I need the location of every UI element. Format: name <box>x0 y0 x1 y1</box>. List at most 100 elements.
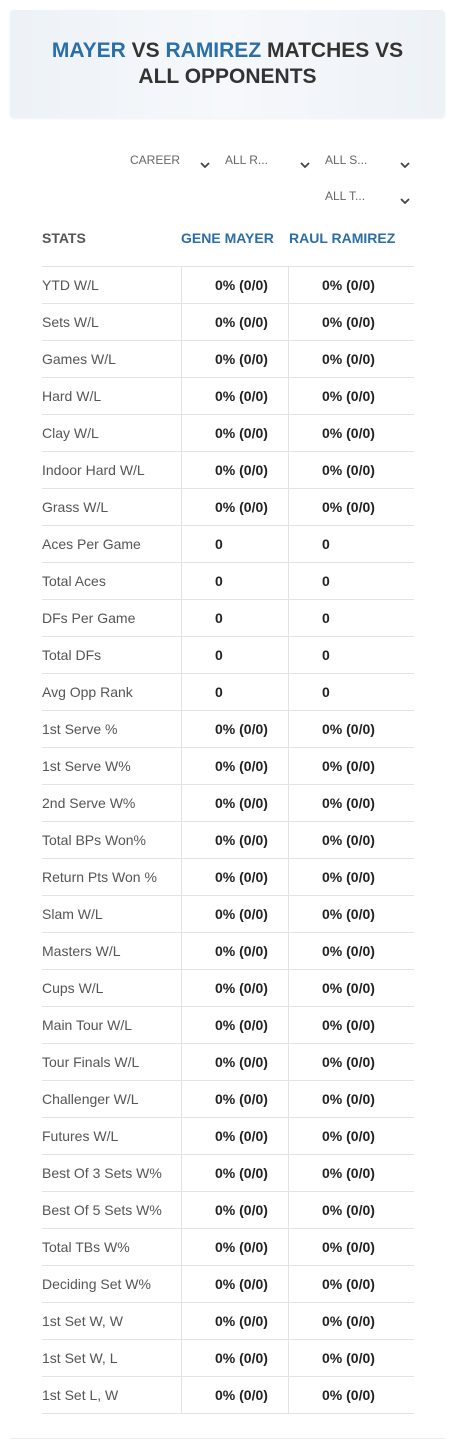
stat-value: 0% (0/0) <box>322 1276 375 1292</box>
stat-label: Total DFs <box>42 647 102 663</box>
table-row: YTD W/L 0% (0/0) 0% (0/0) <box>42 266 414 303</box>
stat-value: 0% (0/0) <box>181 1266 289 1302</box>
stat-label: Total Aces <box>42 573 106 589</box>
stat-value: 0% (0/0) <box>322 906 375 922</box>
stat-value: 0 <box>322 573 330 589</box>
chevron-svg <box>300 162 310 169</box>
filter-select[interactable]: ALL T... <box>325 189 366 203</box>
stat-label: Aces Per Game <box>42 536 141 552</box>
stat-value: 0% (0/0) <box>181 341 289 377</box>
stat-value: 0% (0/0) <box>181 1229 289 1265</box>
stat-value: 0% (0/0) <box>181 1118 289 1154</box>
table-row: 1st Serve % 0% (0/0) 0% (0/0) <box>42 710 414 747</box>
stat-value: 0% (0/0) <box>181 1192 289 1228</box>
table-row: Avg Opp Rank 0 0 <box>42 673 414 710</box>
stat-label: Clay W/L <box>42 425 99 441</box>
stat-label: Grass W/L <box>42 499 109 515</box>
stat-value: 0% (0/0) <box>322 1350 375 1366</box>
stat-value: 0% (0/0) <box>322 1128 375 1144</box>
filter-select[interactable]: CAREER <box>130 153 181 167</box>
stat-value: 0% (0/0) <box>322 314 375 330</box>
table-row: Futures W/L 0% (0/0) 0% (0/0) <box>42 1117 414 1154</box>
stat-value: 0% (0/0) <box>181 415 289 451</box>
table-row: Best Of 5 Sets W% 0% (0/0) 0% (0/0) <box>42 1191 414 1228</box>
table-row: Tour Finals W/L 0% (0/0) 0% (0/0) <box>42 1043 414 1080</box>
stat-value: 0 <box>181 600 289 636</box>
table-row: Aces Per Game 0 0 <box>42 525 414 562</box>
table-bottom <box>42 1413 414 1414</box>
stat-value: 0% (0/0) <box>181 1377 289 1413</box>
filter-select[interactable]: ALL R... <box>225 153 268 167</box>
stat-value: 0% (0/0) <box>181 378 289 414</box>
stat-value: 0 <box>322 536 330 552</box>
chevron-icon <box>400 192 410 205</box>
stat-value: 0% (0/0) <box>322 1165 375 1181</box>
chevron-svg <box>400 198 410 205</box>
stat-value: 0% (0/0) <box>322 980 375 996</box>
stat-value: 0% (0/0) <box>322 758 375 774</box>
stat-value: 0% (0/0) <box>181 489 289 525</box>
table-row: Masters W/L 0% (0/0) 0% (0/0) <box>42 932 414 969</box>
stat-label: Cups W/L <box>42 980 104 996</box>
stat-value: 0 <box>322 684 330 700</box>
table-row: Main Tour W/L 0% (0/0) 0% (0/0) <box>42 1006 414 1043</box>
chevron-svg <box>400 162 410 169</box>
col-header: RAUL RAMIREZ <box>289 230 396 246</box>
stat-value: 0% (0/0) <box>322 499 375 515</box>
player1[interactable]: MAYER <box>51 39 126 62</box>
stat-value: 0% (0/0) <box>181 822 289 858</box>
table-row: Slam W/L 0% (0/0) 0% (0/0) <box>42 895 414 932</box>
stat-label: Total TBs W% <box>42 1239 130 1255</box>
divider <box>10 1438 445 1439</box>
stat-label: Masters W/L <box>42 943 121 959</box>
stat-value: 0% (0/0) <box>322 425 375 441</box>
stat-value: 0% (0/0) <box>322 1387 375 1403</box>
stat-label: 1st Set W, W <box>42 1313 123 1329</box>
stat-value: 0 <box>322 610 330 626</box>
filter-select[interactable]: ALL S... <box>325 153 368 167</box>
stat-value: 0 <box>322 647 330 663</box>
col-header: STATS <box>42 230 86 246</box>
stat-label: Futures W/L <box>42 1128 119 1144</box>
stat-label: Indoor Hard W/L <box>42 462 145 478</box>
stat-label: Avg Opp Rank <box>42 684 133 700</box>
stat-value: 0% (0/0) <box>322 1313 375 1329</box>
table-row: Sets W/L 0% (0/0) 0% (0/0) <box>42 303 414 340</box>
page-title: MAYER VS RAMIREZ MATCHES VS ALL OPPONENT… <box>30 38 425 90</box>
stat-label: Deciding Set W% <box>42 1276 151 1292</box>
chevron-icon <box>400 156 410 169</box>
table-row: Challenger W/L 0% (0/0) 0% (0/0) <box>42 1080 414 1117</box>
stat-value: 0% (0/0) <box>322 832 375 848</box>
stat-value: 0% (0/0) <box>322 1202 375 1218</box>
stat-label: 1st Set W, L <box>42 1350 118 1366</box>
stat-value: 0% (0/0) <box>322 1054 375 1070</box>
table-row: DFs Per Game 0 0 <box>42 599 414 636</box>
stat-value: 0% (0/0) <box>181 748 289 784</box>
stat-label: Best Of 5 Sets W% <box>42 1202 162 1218</box>
stat-label: Tour Finals W/L <box>42 1054 140 1070</box>
table-row: Best Of 3 Sets W% 0% (0/0) 0% (0/0) <box>42 1154 414 1191</box>
chevron-icon <box>300 156 310 169</box>
stat-value: 0 <box>181 526 289 562</box>
stat-label: YTD W/L <box>42 277 99 293</box>
stat-value: 0% (0/0) <box>322 795 375 811</box>
stat-value: 0% (0/0) <box>322 388 375 404</box>
table-row: 1st Serve W% 0% (0/0) 0% (0/0) <box>42 747 414 784</box>
stat-label: Sets W/L <box>42 314 99 330</box>
stat-label: 1st Serve % <box>42 721 118 737</box>
stat-label: Return Pts Won % <box>42 869 157 885</box>
header-card: MAYER VS RAMIREZ MATCHES VS ALL OPPONENT… <box>10 10 445 118</box>
stat-value: 0 <box>181 637 289 673</box>
col-header: GENE MAYER <box>181 230 274 246</box>
player2[interactable]: RAMIREZ <box>165 39 262 62</box>
stat-value: 0% (0/0) <box>181 1007 289 1043</box>
stat-label: DFs Per Game <box>42 610 136 626</box>
table-row: Total BPs Won% 0% (0/0) 0% (0/0) <box>42 821 414 858</box>
table-row: 1st Set W, W 0% (0/0) 0% (0/0) <box>42 1302 414 1339</box>
stat-value: 0% (0/0) <box>181 267 289 303</box>
stat-label: Games W/L <box>42 351 116 367</box>
stat-value: 0% (0/0) <box>322 1091 375 1107</box>
stat-label: Challenger W/L <box>42 1091 139 1107</box>
stat-label: 1st Set L, W <box>42 1387 119 1403</box>
stat-value: 0% (0/0) <box>322 462 375 478</box>
